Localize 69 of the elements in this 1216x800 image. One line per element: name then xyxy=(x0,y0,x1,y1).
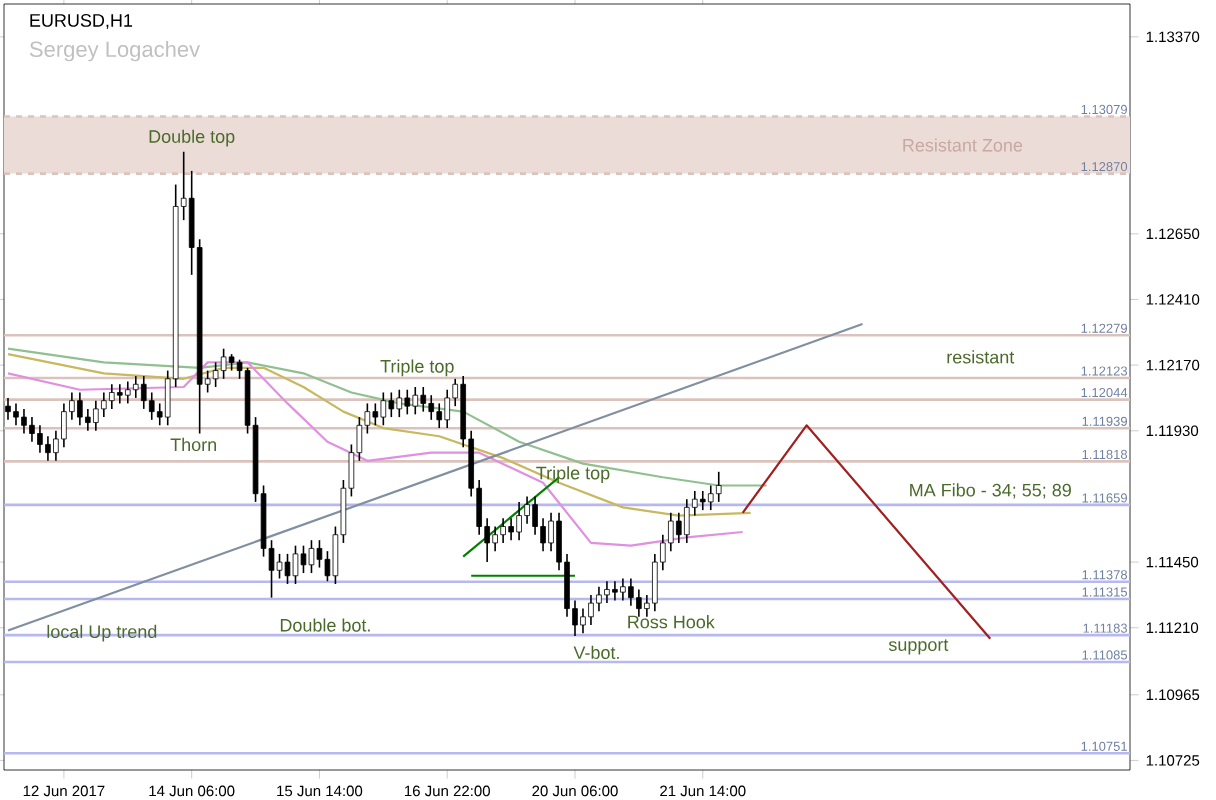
candlestick xyxy=(596,585,602,613)
annotation: Thorn xyxy=(170,437,217,452)
candlestick xyxy=(61,402,67,448)
candlestick xyxy=(428,394,435,421)
band-label: Resistant Zone xyxy=(903,138,1023,152)
candlestick xyxy=(300,544,307,574)
candlestick xyxy=(388,391,395,418)
candlestick xyxy=(612,580,618,602)
annotation: Double bot. xyxy=(280,618,370,632)
candlestick xyxy=(492,525,498,552)
candlestick xyxy=(676,512,682,544)
candlestick xyxy=(13,402,19,427)
candlestick xyxy=(284,553,291,585)
candlestick xyxy=(316,539,323,569)
candlestick xyxy=(308,539,315,574)
candlestick xyxy=(396,388,403,418)
candlestick xyxy=(212,361,219,388)
annotation: resistant xyxy=(947,350,1015,364)
candlestick xyxy=(620,577,626,602)
candlestick xyxy=(508,517,514,541)
candlestick xyxy=(699,490,706,511)
annotation: Ross Hook xyxy=(628,615,715,629)
candlestick xyxy=(148,391,155,421)
candlestick xyxy=(684,498,690,544)
candlestick xyxy=(220,347,227,380)
line-series xyxy=(6,353,752,517)
candlestick xyxy=(516,501,522,541)
candlestick xyxy=(500,517,506,544)
candlestick xyxy=(412,386,419,416)
candlestick xyxy=(29,416,35,443)
candlestick xyxy=(77,391,83,427)
candlestick xyxy=(604,580,610,604)
candlestick xyxy=(588,594,594,626)
candlestick xyxy=(37,424,43,454)
candlestick xyxy=(93,399,99,432)
candlestick xyxy=(276,553,283,580)
candlestick xyxy=(707,484,714,511)
candlestick xyxy=(436,402,443,429)
annotation: V-bot. xyxy=(573,645,619,659)
candlestick xyxy=(636,588,642,618)
candlestick xyxy=(380,391,387,427)
candlestick xyxy=(101,391,107,418)
annotation: local Up trend xyxy=(47,624,157,642)
candlestick xyxy=(117,383,123,405)
candlestick xyxy=(404,388,411,416)
candlestick xyxy=(124,380,131,405)
candlestick xyxy=(715,471,722,503)
candlestick xyxy=(444,388,451,429)
annotation: Double top xyxy=(149,129,235,147)
line-series xyxy=(6,361,744,547)
candlestick xyxy=(628,577,634,607)
annotation: support xyxy=(888,639,949,655)
candlestick xyxy=(420,386,427,413)
annotation: MA Fibo - 34; 55; 89 xyxy=(910,483,1071,499)
candlestick xyxy=(85,408,91,432)
chart-title: EURUSD,H1 xyxy=(30,14,133,29)
candlestick xyxy=(532,495,538,536)
candlestick xyxy=(21,408,27,435)
candlestick xyxy=(132,375,139,399)
candlestick xyxy=(109,383,115,410)
candlestick xyxy=(372,402,379,427)
candlestick xyxy=(140,375,147,410)
annotation: Triple top xyxy=(536,466,610,483)
text: Sergey Logachev xyxy=(29,40,201,62)
candlestick xyxy=(45,435,51,462)
candlestick xyxy=(292,544,299,585)
annotation: Triple top xyxy=(380,359,454,377)
candlestick xyxy=(524,495,530,525)
candlestick xyxy=(580,607,586,635)
